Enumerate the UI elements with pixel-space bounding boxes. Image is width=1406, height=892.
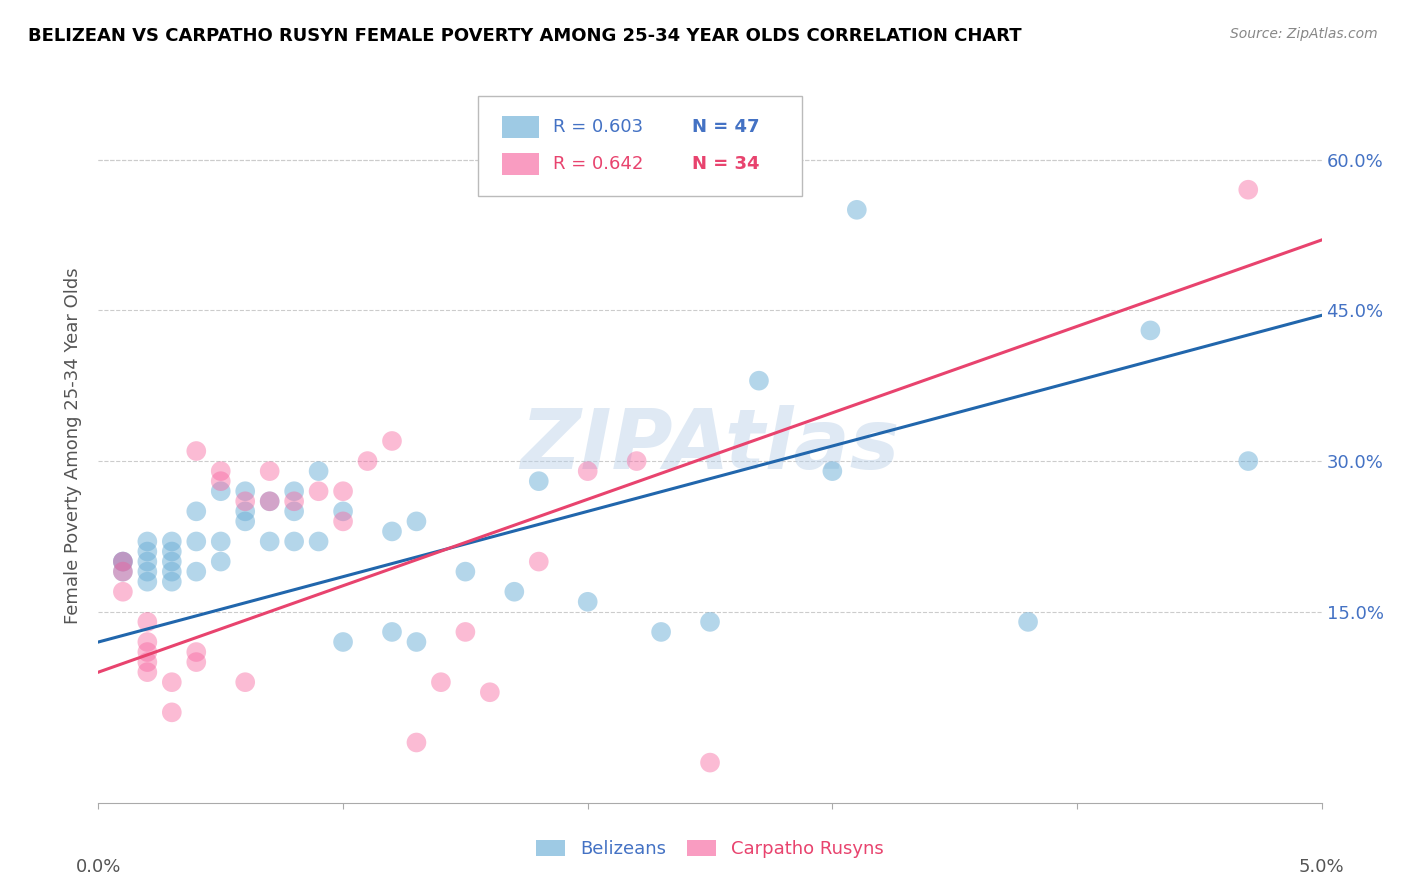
Point bbox=[381, 434, 404, 448]
Point bbox=[527, 474, 550, 488]
Point bbox=[405, 735, 427, 749]
Point bbox=[259, 464, 281, 478]
Point bbox=[356, 454, 378, 468]
Point bbox=[478, 685, 501, 699]
Point bbox=[527, 555, 550, 569]
Point bbox=[259, 494, 281, 508]
Point bbox=[136, 655, 159, 669]
Point bbox=[111, 565, 134, 579]
Point bbox=[160, 675, 183, 690]
Point bbox=[186, 655, 208, 669]
Point bbox=[209, 474, 232, 488]
Point bbox=[160, 544, 183, 558]
Point bbox=[233, 504, 256, 518]
Point bbox=[160, 574, 183, 589]
Point bbox=[748, 374, 770, 388]
Point bbox=[233, 484, 256, 499]
FancyBboxPatch shape bbox=[502, 116, 538, 137]
Point bbox=[405, 635, 427, 649]
Point bbox=[430, 675, 453, 690]
Point bbox=[259, 494, 281, 508]
Point bbox=[186, 534, 208, 549]
Point bbox=[233, 494, 256, 508]
Point bbox=[136, 615, 159, 629]
Text: R = 0.603: R = 0.603 bbox=[554, 118, 644, 136]
Point bbox=[111, 584, 134, 599]
Point bbox=[503, 584, 526, 599]
Point bbox=[233, 675, 256, 690]
Point bbox=[332, 484, 354, 499]
Point bbox=[136, 665, 159, 680]
Point bbox=[233, 515, 256, 529]
Point bbox=[111, 555, 134, 569]
Point bbox=[283, 484, 305, 499]
Point bbox=[1139, 323, 1161, 337]
Text: N = 47: N = 47 bbox=[692, 118, 759, 136]
Point bbox=[576, 464, 599, 478]
Point bbox=[381, 624, 404, 639]
Point bbox=[136, 574, 159, 589]
Point bbox=[111, 555, 134, 569]
Text: 0.0%: 0.0% bbox=[76, 858, 121, 876]
Point bbox=[454, 624, 477, 639]
Point bbox=[332, 504, 354, 518]
Point bbox=[160, 555, 183, 569]
Point bbox=[186, 444, 208, 458]
Point bbox=[283, 494, 305, 508]
Point bbox=[160, 565, 183, 579]
Point bbox=[650, 624, 672, 639]
Text: ZIPAtlas: ZIPAtlas bbox=[520, 406, 900, 486]
Point bbox=[136, 534, 159, 549]
Point bbox=[209, 464, 232, 478]
Point bbox=[332, 635, 354, 649]
Point bbox=[699, 615, 721, 629]
Point bbox=[283, 534, 305, 549]
Point bbox=[1017, 615, 1039, 629]
Point bbox=[136, 544, 159, 558]
Point bbox=[186, 504, 208, 518]
Point bbox=[1237, 454, 1260, 468]
Point bbox=[136, 635, 159, 649]
Point bbox=[332, 515, 354, 529]
Point bbox=[186, 645, 208, 659]
Point bbox=[454, 565, 477, 579]
Point bbox=[259, 534, 281, 549]
Point bbox=[160, 706, 183, 720]
Legend: Belizeans, Carpatho Rusyns: Belizeans, Carpatho Rusyns bbox=[529, 832, 891, 865]
Point bbox=[626, 454, 648, 468]
Y-axis label: Female Poverty Among 25-34 Year Olds: Female Poverty Among 25-34 Year Olds bbox=[65, 268, 83, 624]
Point bbox=[160, 534, 183, 549]
Point bbox=[209, 484, 232, 499]
Point bbox=[381, 524, 404, 539]
Point bbox=[821, 464, 844, 478]
Point bbox=[308, 484, 330, 499]
Text: BELIZEAN VS CARPATHO RUSYN FEMALE POVERTY AMONG 25-34 YEAR OLDS CORRELATION CHAR: BELIZEAN VS CARPATHO RUSYN FEMALE POVERT… bbox=[28, 27, 1022, 45]
Point bbox=[209, 534, 232, 549]
FancyBboxPatch shape bbox=[478, 96, 801, 196]
Point bbox=[186, 565, 208, 579]
Text: Source: ZipAtlas.com: Source: ZipAtlas.com bbox=[1230, 27, 1378, 41]
Point bbox=[283, 504, 305, 518]
Point bbox=[136, 555, 159, 569]
Text: N = 34: N = 34 bbox=[692, 155, 759, 173]
Point bbox=[699, 756, 721, 770]
Point bbox=[111, 555, 134, 569]
Text: R = 0.642: R = 0.642 bbox=[554, 155, 644, 173]
Point bbox=[136, 645, 159, 659]
Point bbox=[1237, 183, 1260, 197]
FancyBboxPatch shape bbox=[502, 153, 538, 175]
Point bbox=[405, 515, 427, 529]
Point bbox=[111, 565, 134, 579]
Point bbox=[308, 464, 330, 478]
Point bbox=[136, 565, 159, 579]
Point bbox=[209, 555, 232, 569]
Point bbox=[576, 595, 599, 609]
Text: 5.0%: 5.0% bbox=[1299, 858, 1344, 876]
Point bbox=[845, 202, 868, 217]
Point bbox=[308, 534, 330, 549]
